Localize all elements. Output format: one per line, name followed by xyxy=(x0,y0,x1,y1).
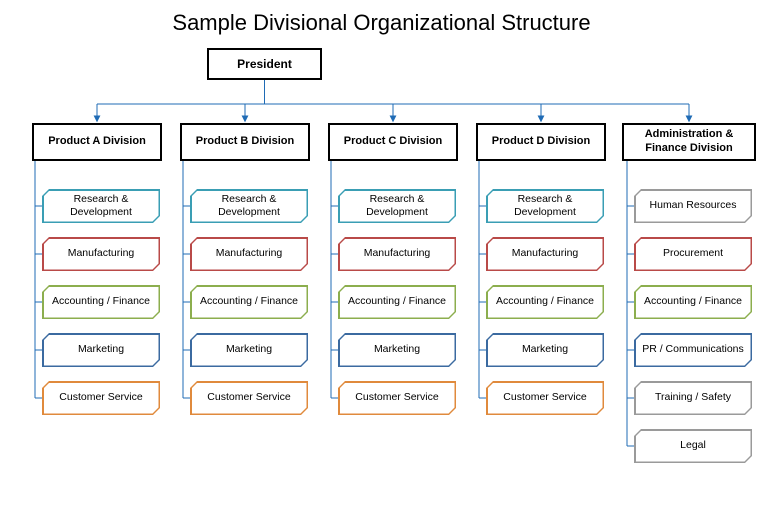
department-node: PR / Communications xyxy=(634,333,752,367)
department-node: Accounting / Finance xyxy=(42,285,160,319)
department-label: Accounting / Finance xyxy=(44,287,159,318)
department-label: Customer Service xyxy=(488,383,603,414)
department-label: Research & Development xyxy=(192,191,307,222)
department-label: Marketing xyxy=(192,335,307,366)
department-node: Accounting / Finance xyxy=(486,285,604,319)
department-node: Accounting / Finance xyxy=(190,285,308,319)
department-node: Marketing xyxy=(190,333,308,367)
department-node: Procurement xyxy=(634,237,752,271)
division-node: Administration & Finance Division xyxy=(622,123,756,161)
department-node: Customer Service xyxy=(338,381,456,415)
division-node: Product A Division xyxy=(32,123,162,161)
root-node-president: President xyxy=(207,48,322,80)
department-label: Research & Development xyxy=(44,191,159,222)
department-label: Research & Development xyxy=(340,191,455,222)
department-node: Legal xyxy=(634,429,752,463)
department-node: Research & Development xyxy=(338,189,456,223)
department-label: Legal xyxy=(636,431,751,462)
department-node: Accounting / Finance xyxy=(338,285,456,319)
department-node: Manufacturing xyxy=(190,237,308,271)
department-label: Accounting / Finance xyxy=(636,287,751,318)
department-label: Customer Service xyxy=(340,383,455,414)
department-label: Manufacturing xyxy=(340,239,455,270)
department-label: Manufacturing xyxy=(192,239,307,270)
department-label: Accounting / Finance xyxy=(488,287,603,318)
department-label: Customer Service xyxy=(192,383,307,414)
department-label: Training / Safety xyxy=(636,383,751,414)
department-node: Customer Service xyxy=(42,381,160,415)
department-label: PR / Communications xyxy=(636,335,751,366)
department-node: Human Resources xyxy=(634,189,752,223)
department-node: Marketing xyxy=(42,333,160,367)
department-label: Accounting / Finance xyxy=(192,287,307,318)
department-label: Marketing xyxy=(44,335,159,366)
department-label: Accounting / Finance xyxy=(340,287,455,318)
department-node: Accounting / Finance xyxy=(634,285,752,319)
chart-title: Sample Divisional Organizational Structu… xyxy=(0,0,763,42)
department-label: Procurement xyxy=(636,239,751,270)
department-node: Marketing xyxy=(338,333,456,367)
department-label: Marketing xyxy=(340,335,455,366)
division-node: Product B Division xyxy=(180,123,310,161)
department-node: Research & Development xyxy=(190,189,308,223)
department-node: Research & Development xyxy=(486,189,604,223)
department-node: Training / Safety xyxy=(634,381,752,415)
department-node: Customer Service xyxy=(190,381,308,415)
department-label: Research & Development xyxy=(488,191,603,222)
department-node: Customer Service xyxy=(486,381,604,415)
department-label: Manufacturing xyxy=(488,239,603,270)
department-node: Manufacturing xyxy=(42,237,160,271)
department-label: Manufacturing xyxy=(44,239,159,270)
department-label: Human Resources xyxy=(636,191,751,222)
division-node: Product D Division xyxy=(476,123,606,161)
division-node: Product C Division xyxy=(328,123,458,161)
department-label: Marketing xyxy=(488,335,603,366)
department-node: Research & Development xyxy=(42,189,160,223)
department-node: Marketing xyxy=(486,333,604,367)
department-node: Manufacturing xyxy=(338,237,456,271)
department-label: Customer Service xyxy=(44,383,159,414)
department-node: Manufacturing xyxy=(486,237,604,271)
